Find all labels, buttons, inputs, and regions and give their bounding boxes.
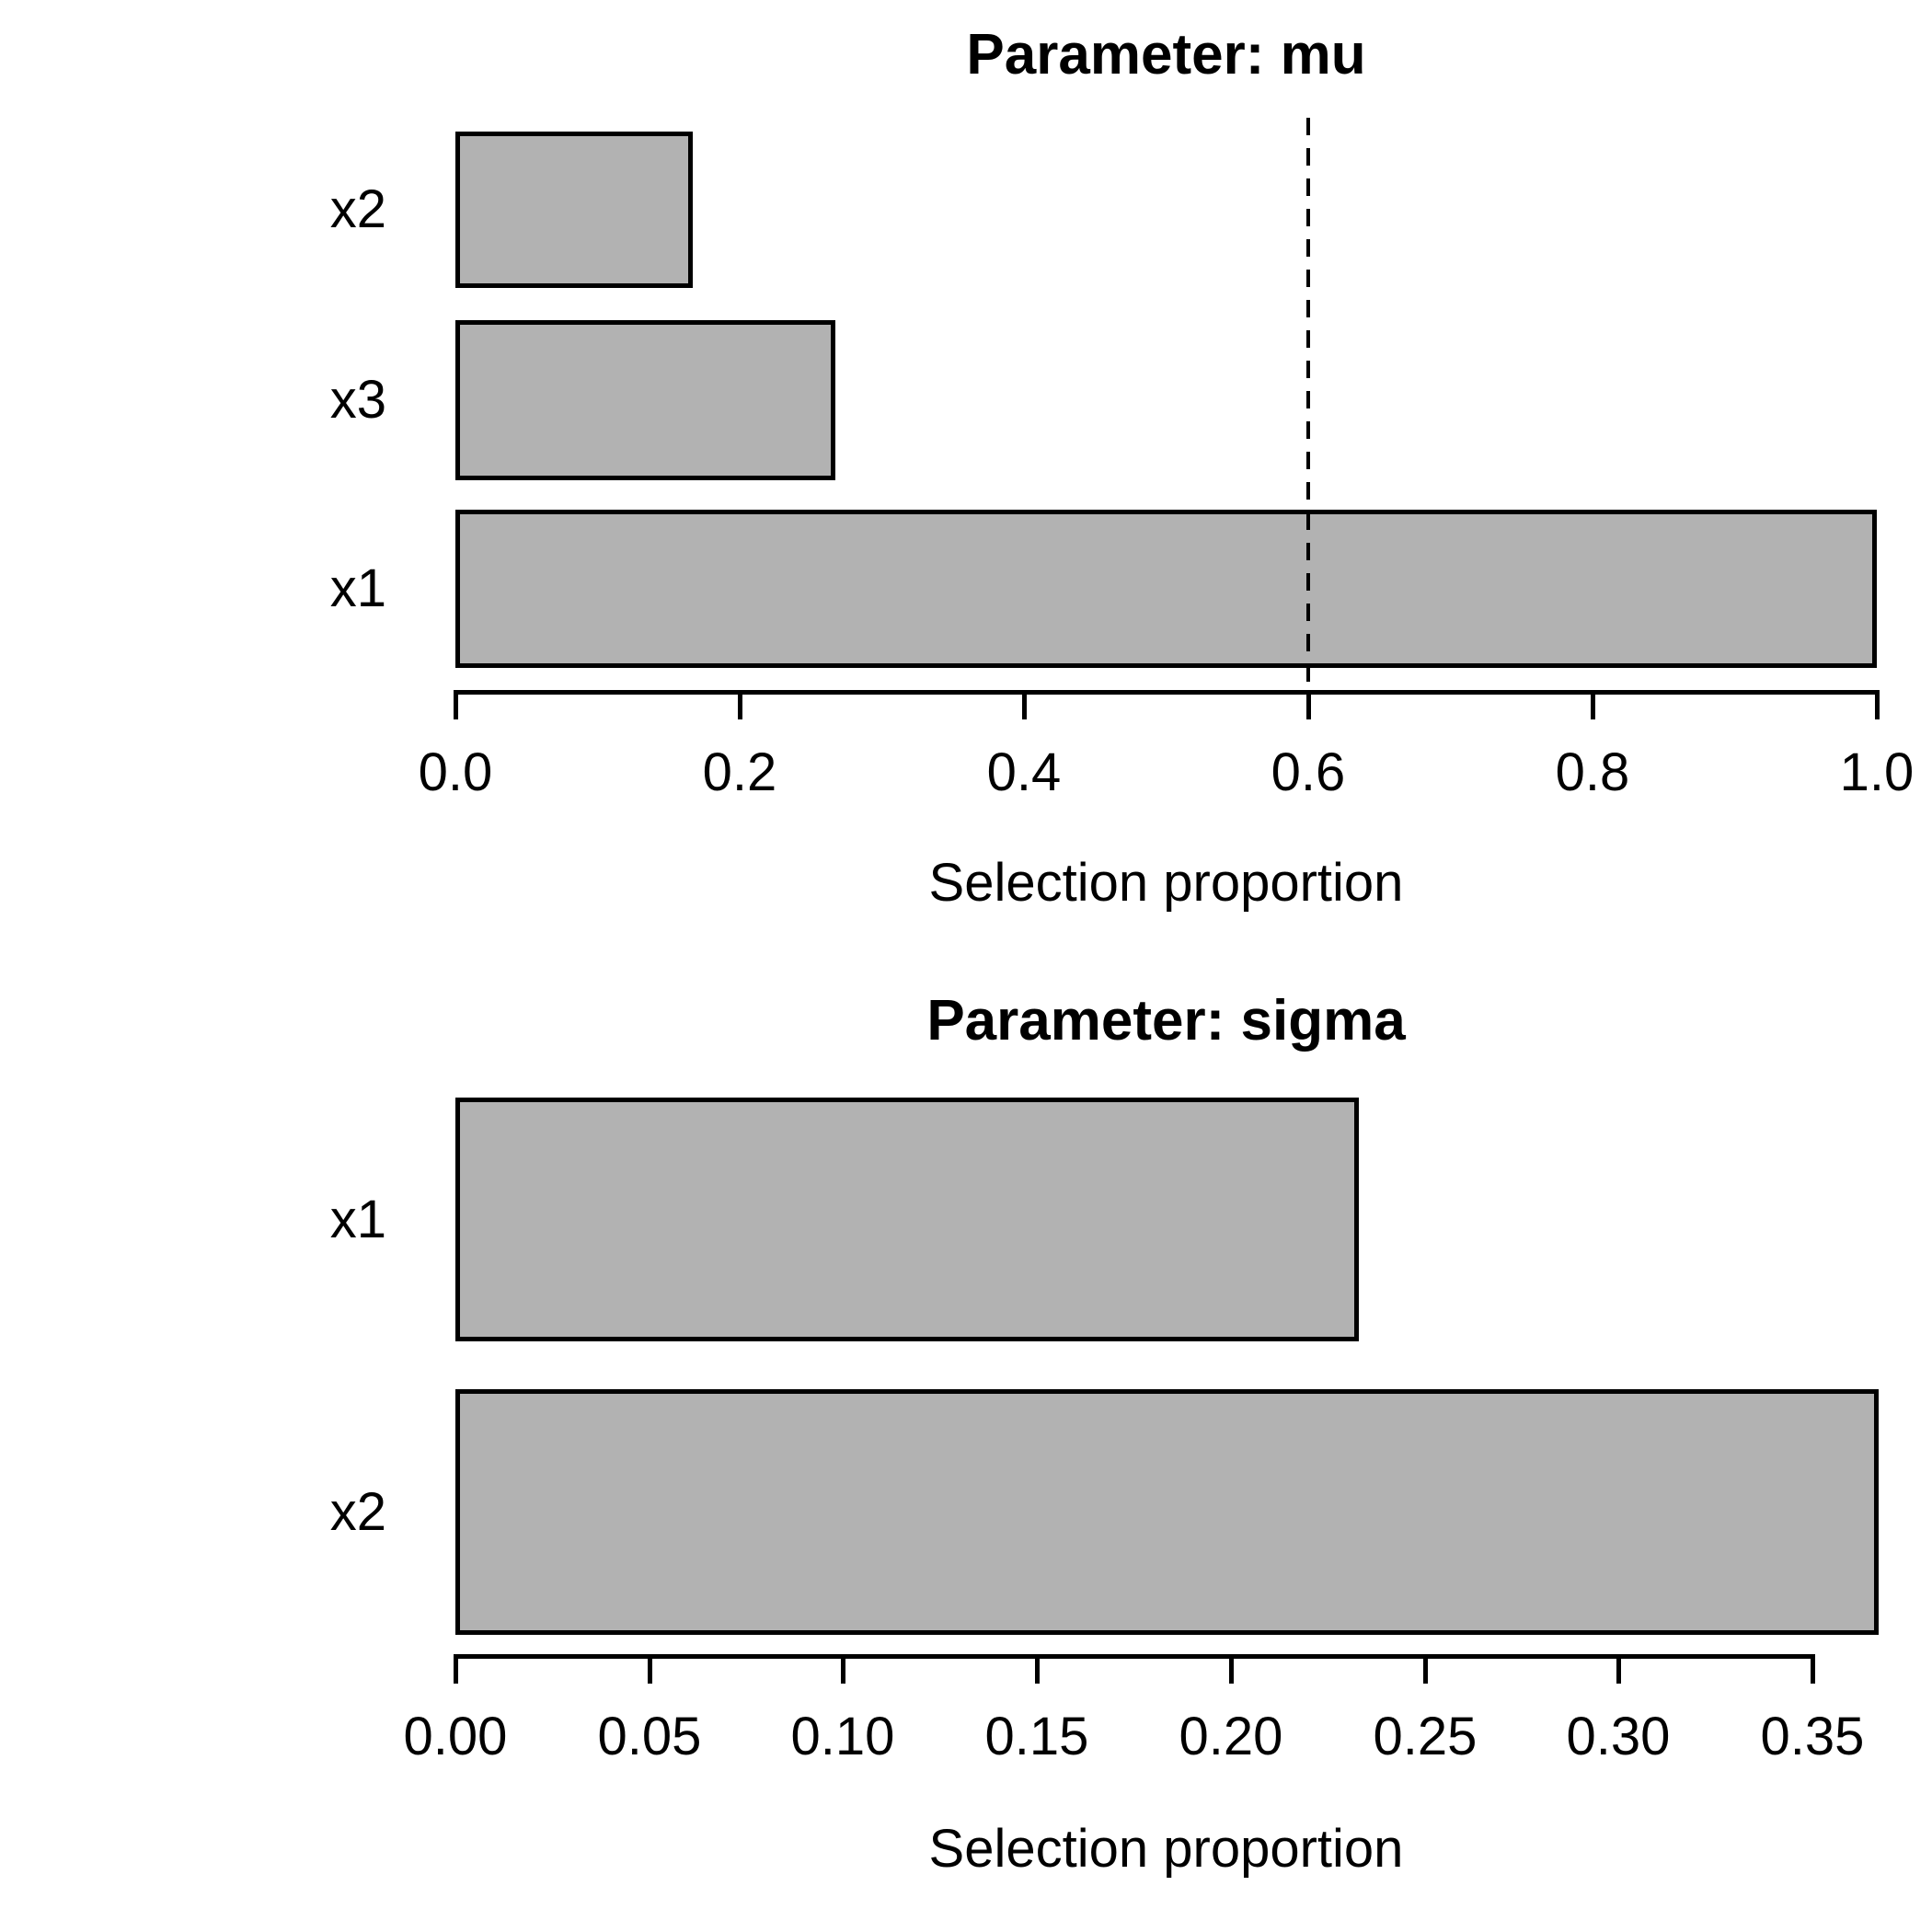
x-axis-tick-label: 0.25 <box>1373 1707 1478 1766</box>
x-axis-tick-label: 0.15 <box>984 1707 1089 1766</box>
x-axis-tick <box>1423 1654 1428 1684</box>
bar-x1 <box>455 1098 1359 1341</box>
x-axis-tick <box>1616 1654 1621 1684</box>
category-label-x1: x1 <box>329 1189 386 1249</box>
x-axis-tick-label: 0.10 <box>790 1707 895 1766</box>
bar-x3 <box>455 320 835 480</box>
sigma-chart-title: Parameter: sigma <box>926 989 1406 1052</box>
x-axis-line <box>454 1654 1815 1659</box>
x-axis-tick <box>1811 1654 1815 1684</box>
x-axis-line <box>454 690 1880 695</box>
x-axis-tick <box>454 690 458 719</box>
x-axis-tick <box>1035 1654 1040 1684</box>
x-axis-tick-label: 1.0 <box>1839 742 1915 802</box>
mu-chart-title: Parameter: mu <box>966 23 1366 86</box>
x-axis-tick <box>1591 690 1595 719</box>
x-axis-tick <box>841 1654 845 1684</box>
sigma-x-axis-label: Selection proportion <box>928 1819 1404 1879</box>
x-axis-tick-label: 0.4 <box>986 742 1062 802</box>
category-label-x1: x1 <box>329 558 386 618</box>
x-axis-tick <box>1022 690 1027 719</box>
x-axis-tick <box>454 1654 458 1684</box>
x-axis-tick <box>1875 690 1880 719</box>
x-axis-tick-label: 0.00 <box>403 1707 508 1766</box>
category-label-x3: x3 <box>329 370 386 430</box>
category-label-x2: x2 <box>329 1481 386 1542</box>
x-axis-tick-label: 0.2 <box>702 742 777 802</box>
bar-x2 <box>455 1389 1879 1635</box>
bar-x1 <box>455 510 1877 668</box>
x-axis-tick <box>1229 1654 1234 1684</box>
x-axis-tick <box>738 690 742 719</box>
x-axis-tick <box>648 1654 652 1684</box>
bar-x2 <box>455 132 693 288</box>
x-axis-tick-label: 0.30 <box>1566 1707 1671 1766</box>
x-axis-tick-label: 0.05 <box>597 1707 702 1766</box>
x-axis-tick <box>1306 690 1311 719</box>
x-axis-tick-label: 0.35 <box>1760 1707 1865 1766</box>
mu-x-axis-label: Selection proportion <box>928 853 1404 913</box>
x-axis-tick-label: 0.20 <box>1179 1707 1283 1766</box>
category-label-x2: x2 <box>329 179 386 239</box>
threshold-dashed-line <box>1306 118 1310 690</box>
x-axis-tick-label: 0.6 <box>1271 742 1346 802</box>
x-axis-tick-label: 0.8 <box>1555 742 1630 802</box>
x-axis-tick-label: 0.0 <box>418 742 493 802</box>
